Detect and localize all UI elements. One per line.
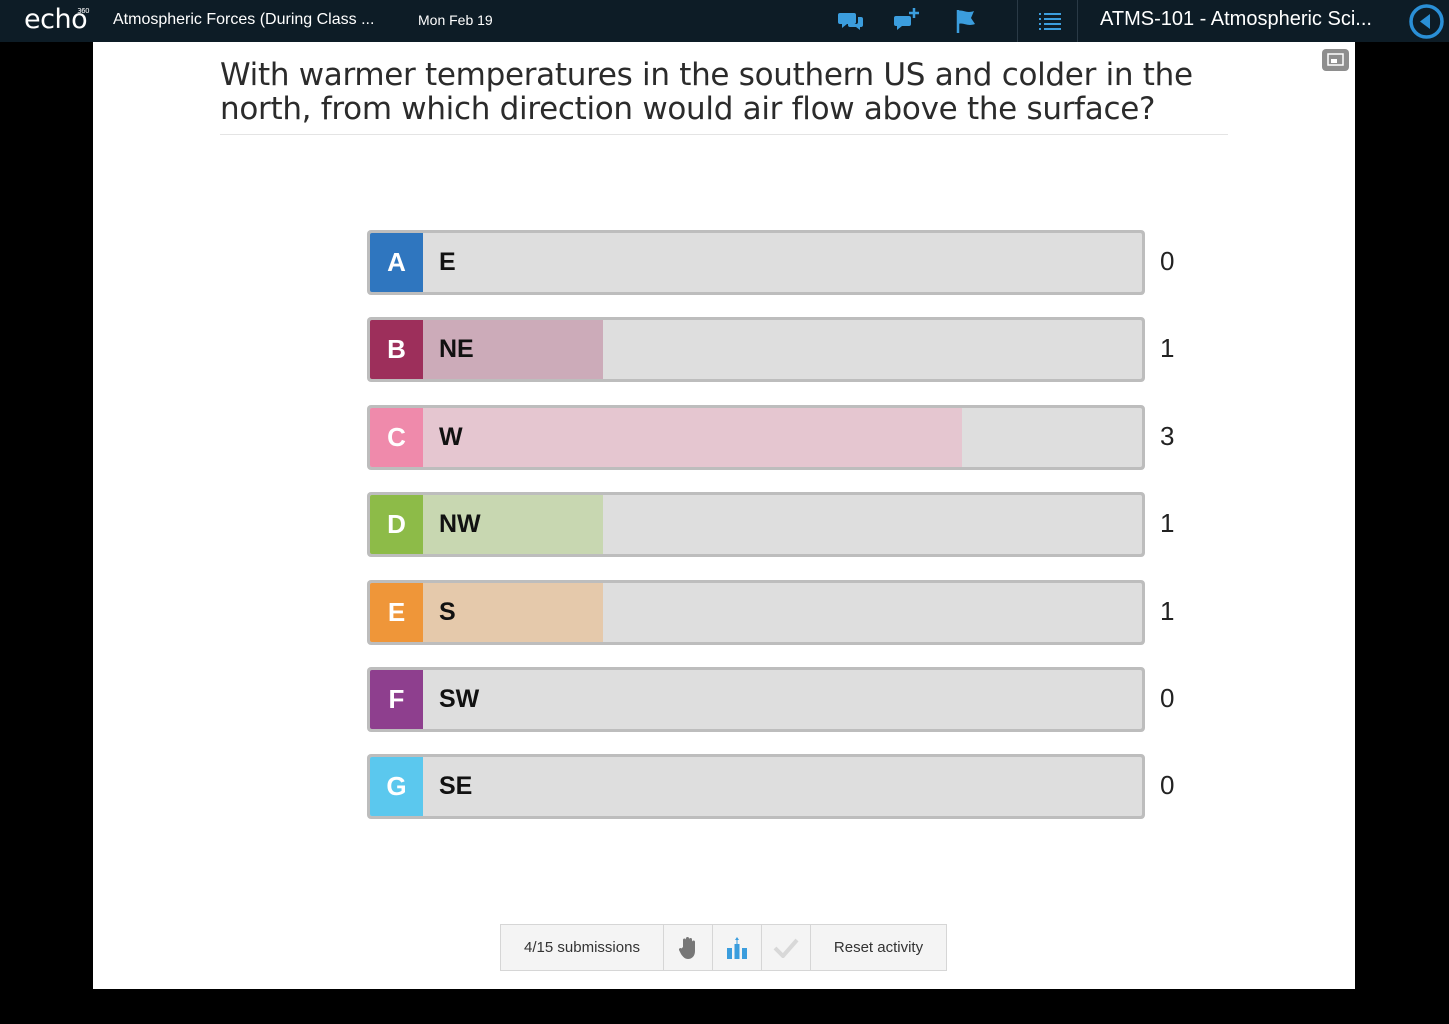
option-count: 0	[1160, 683, 1175, 713]
answer-option-g[interactable]: G SE	[367, 754, 1145, 819]
option-result-bar	[423, 583, 603, 642]
answer-option-b[interactable]: B NE	[367, 317, 1145, 382]
question-text: With warmer temperatures in the southern…	[220, 57, 1193, 127]
lecture-date: Mon Feb 19	[418, 12, 493, 28]
option-letter: D	[370, 495, 423, 554]
bar-chart-icon[interactable]	[713, 925, 762, 970]
flag-icon[interactable]	[950, 6, 980, 36]
option-result-bar	[423, 495, 603, 554]
course-title[interactable]: ATMS-101 - Atmospheric Sci...	[1100, 8, 1372, 30]
option-count: 1	[1160, 508, 1175, 538]
hand-icon[interactable]	[664, 925, 713, 970]
reset-activity-button[interactable]: Reset activity	[811, 925, 946, 970]
outline-icon[interactable]	[1035, 6, 1065, 36]
topbar-divider	[1077, 0, 1078, 42]
option-label: SW	[439, 685, 480, 713]
submissions-label: 4/15 submissions	[524, 939, 640, 956]
option-count: 1	[1160, 596, 1175, 626]
option-letter: F	[370, 670, 423, 729]
option-label: W	[439, 423, 463, 451]
echo-logo[interactable]: echo 360	[24, 4, 90, 35]
top-bar: echo 360 Atmospheric Forces (During Class…	[0, 0, 1449, 42]
back-icon[interactable]	[1408, 3, 1445, 40]
option-label: NW	[439, 510, 481, 538]
option-letter: B	[370, 320, 423, 379]
answer-option-d[interactable]: D NW	[367, 492, 1145, 557]
option-result-bar	[423, 320, 603, 379]
option-track: D NW	[370, 495, 1142, 554]
expand-icon[interactable]	[1322, 49, 1349, 71]
activity-toolbar: 4/15 submissions Reset activity	[500, 924, 947, 971]
option-label: E	[439, 248, 456, 276]
option-letter: A	[370, 233, 423, 292]
lecture-title[interactable]: Atmospheric Forces (During Class ...	[113, 11, 375, 28]
submissions-count: 4/15 submissions	[501, 925, 664, 970]
option-label: SE	[439, 772, 473, 800]
option-label: NE	[439, 335, 474, 363]
option-count: 3	[1160, 421, 1175, 451]
option-letter: G	[370, 757, 423, 816]
option-track: B NE	[370, 320, 1142, 379]
option-track: G SE	[370, 757, 1142, 816]
add-question-icon[interactable]	[892, 6, 922, 36]
reset-activity-label: Reset activity	[833, 939, 924, 956]
option-result-bar	[423, 408, 962, 467]
poll-slide: With warmer temperatures in the southern…	[93, 42, 1355, 989]
option-count: 0	[1160, 246, 1175, 276]
discussion-icon[interactable]	[836, 6, 866, 36]
option-count: 1	[1160, 333, 1175, 363]
topbar-divider	[1017, 0, 1018, 42]
option-letter: E	[370, 583, 423, 642]
option-letter: C	[370, 408, 423, 467]
option-track: F SW	[370, 670, 1142, 729]
answer-option-f[interactable]: F SW	[367, 667, 1145, 732]
question-divider	[220, 134, 1228, 135]
checkmark-icon[interactable]	[762, 925, 811, 970]
option-count: 0	[1160, 770, 1175, 800]
option-label: S	[439, 598, 456, 626]
